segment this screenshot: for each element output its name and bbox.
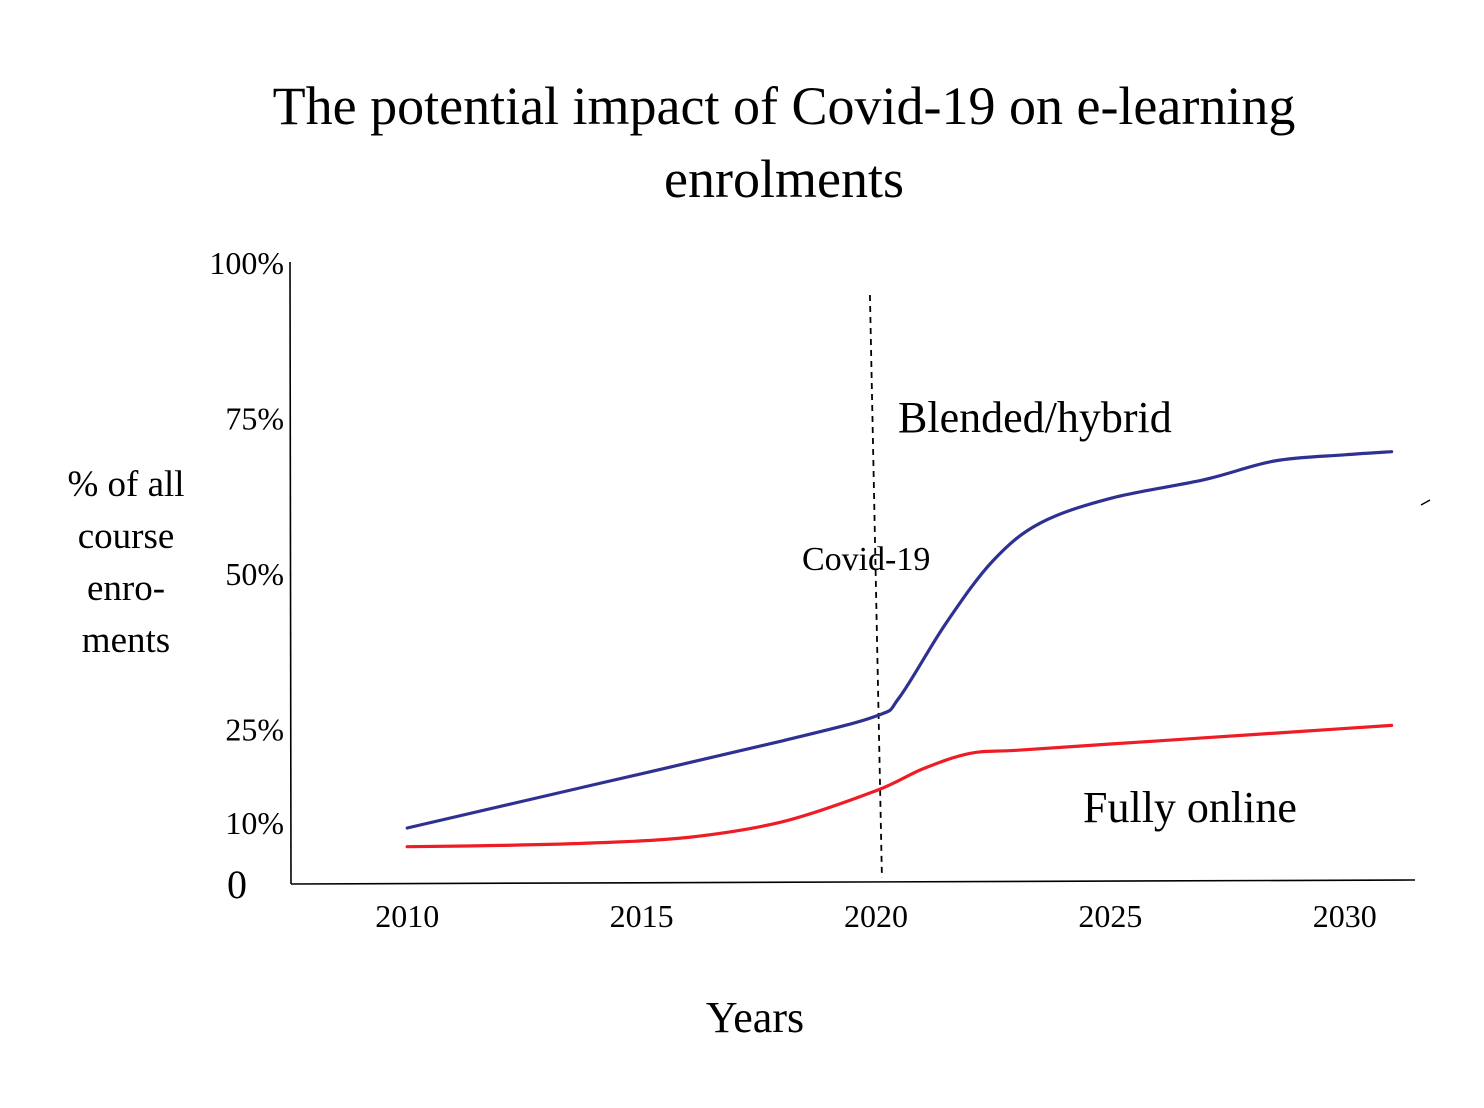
x-tick-label: 2025: [1078, 898, 1142, 934]
y-tick-label: 75%: [225, 401, 284, 437]
y-axis-label-line: % of all: [67, 464, 184, 505]
y-zero-label: 0: [227, 862, 247, 907]
covid-dashed-line: [869, 294, 883, 879]
covid-label: Covid-19: [802, 541, 930, 578]
x-tick-label: 2015: [610, 898, 674, 934]
y-tick-label: 25%: [225, 712, 284, 748]
x-tick-label: 2010: [375, 898, 439, 934]
series-line-blended-hybrid: [405, 450, 1394, 830]
series-line-fully-online: [405, 723, 1394, 849]
y-axis-line: [289, 261, 292, 885]
y-axis-label-line: ments: [82, 620, 170, 661]
x-tick-label: 2030: [1313, 898, 1377, 934]
series-label: Fully online: [1083, 783, 1297, 832]
stray-mark: [1420, 499, 1431, 506]
series-label: Blended/hybrid: [898, 393, 1172, 442]
x-tick-label: 2020: [844, 898, 908, 934]
x-axis-line: [290, 879, 1416, 885]
y-tick-label: 100%: [209, 245, 284, 281]
chart-title-line: enrolments: [664, 149, 904, 209]
y-tick-label: 50%: [225, 556, 284, 592]
y-axis-label-line: course: [78, 516, 175, 557]
y-axis-label-line: enro-: [87, 568, 165, 609]
x-axis-label: Years: [706, 993, 804, 1042]
y-tick-label: 10%: [225, 805, 284, 841]
chart-title-line: The potential impact of Covid-19 on e-le…: [273, 76, 1296, 136]
